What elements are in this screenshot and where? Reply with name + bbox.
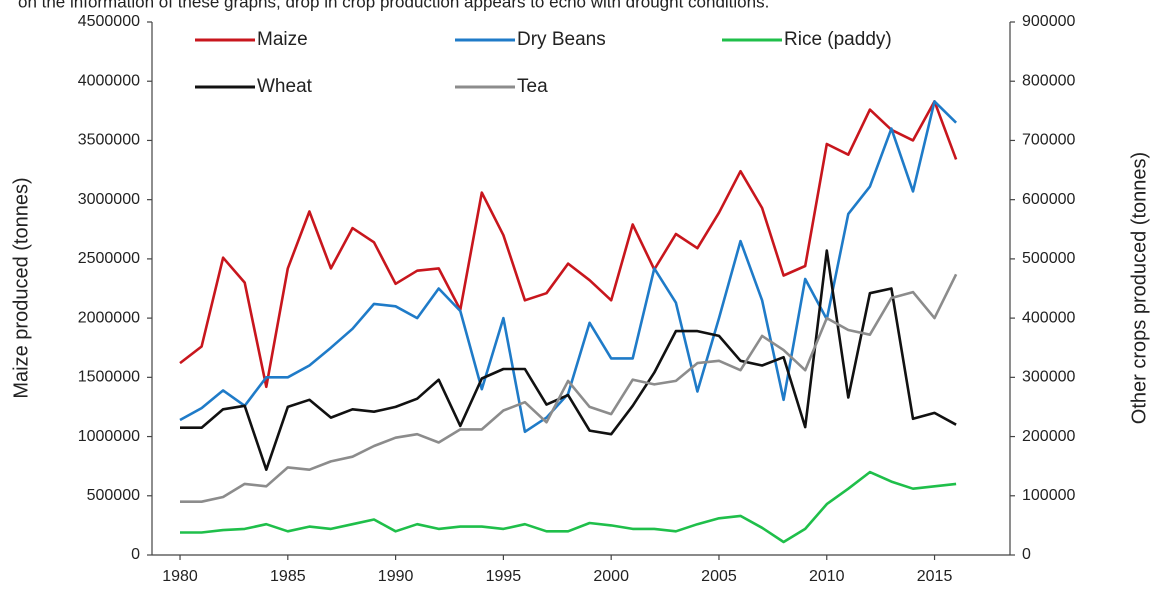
x-tick-label: 2005 <box>701 568 737 585</box>
x-tick-label: 1980 <box>162 568 198 585</box>
y-tick-label: 1000000 <box>78 428 140 445</box>
legend-label: Tea <box>517 76 548 97</box>
y2-tick-label: 300000 <box>1022 369 1075 386</box>
y-tick-label: 4000000 <box>78 72 140 89</box>
x-tick-label: 2010 <box>809 568 845 585</box>
y2-tick-label: 700000 <box>1022 132 1075 149</box>
y2-tick-label: 100000 <box>1022 487 1075 504</box>
y-tick-label: 3500000 <box>78 132 140 149</box>
y-tick-label: 3000000 <box>78 191 140 208</box>
y2-tick-label: 500000 <box>1022 250 1075 267</box>
x-tick-label: 1995 <box>486 568 522 585</box>
x-tick-label: 2015 <box>917 568 953 585</box>
y-tick-label: 500000 <box>87 487 140 504</box>
x-tick-label: 1990 <box>378 568 414 585</box>
legend-label: Wheat <box>257 76 313 97</box>
x-tick-label: 1985 <box>270 568 306 585</box>
y-tick-label: 2000000 <box>78 309 140 326</box>
series-line <box>179 100 958 389</box>
y2-tick-label: 400000 <box>1022 309 1075 326</box>
x-tick-label: 2000 <box>593 568 629 585</box>
y2-tick-label: 0 <box>1022 546 1031 563</box>
series-line <box>180 470 957 544</box>
y2-axis-title: Other crops produced (tonnes) <box>1128 152 1150 424</box>
y2-tick-label: 600000 <box>1022 191 1075 208</box>
annotation: on the information of these graphs, drop… <box>18 0 769 11</box>
series-line <box>180 249 957 471</box>
legend-label: Rice (paddy) <box>784 29 892 50</box>
y-tick-label: 2500000 <box>78 250 140 267</box>
y2-tick-label: 200000 <box>1022 428 1075 445</box>
y-tick-label: 1500000 <box>78 369 140 386</box>
y-axis-title: Maize produced (tonnes) <box>10 177 32 398</box>
y-tick-label: 0 <box>131 546 140 563</box>
legend-label: Maize <box>257 29 308 50</box>
legend-label: Dry Beans <box>517 29 606 50</box>
y2-tick-label: 900000 <box>1022 13 1075 30</box>
y-tick-label: 4500000 <box>78 13 140 30</box>
y2-tick-label: 800000 <box>1022 72 1075 89</box>
series-line <box>180 273 958 503</box>
